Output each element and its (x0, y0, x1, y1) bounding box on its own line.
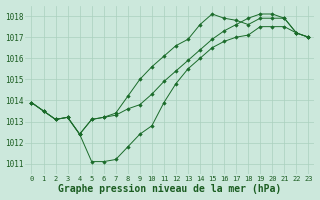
X-axis label: Graphe pression niveau de la mer (hPa): Graphe pression niveau de la mer (hPa) (58, 184, 282, 194)
